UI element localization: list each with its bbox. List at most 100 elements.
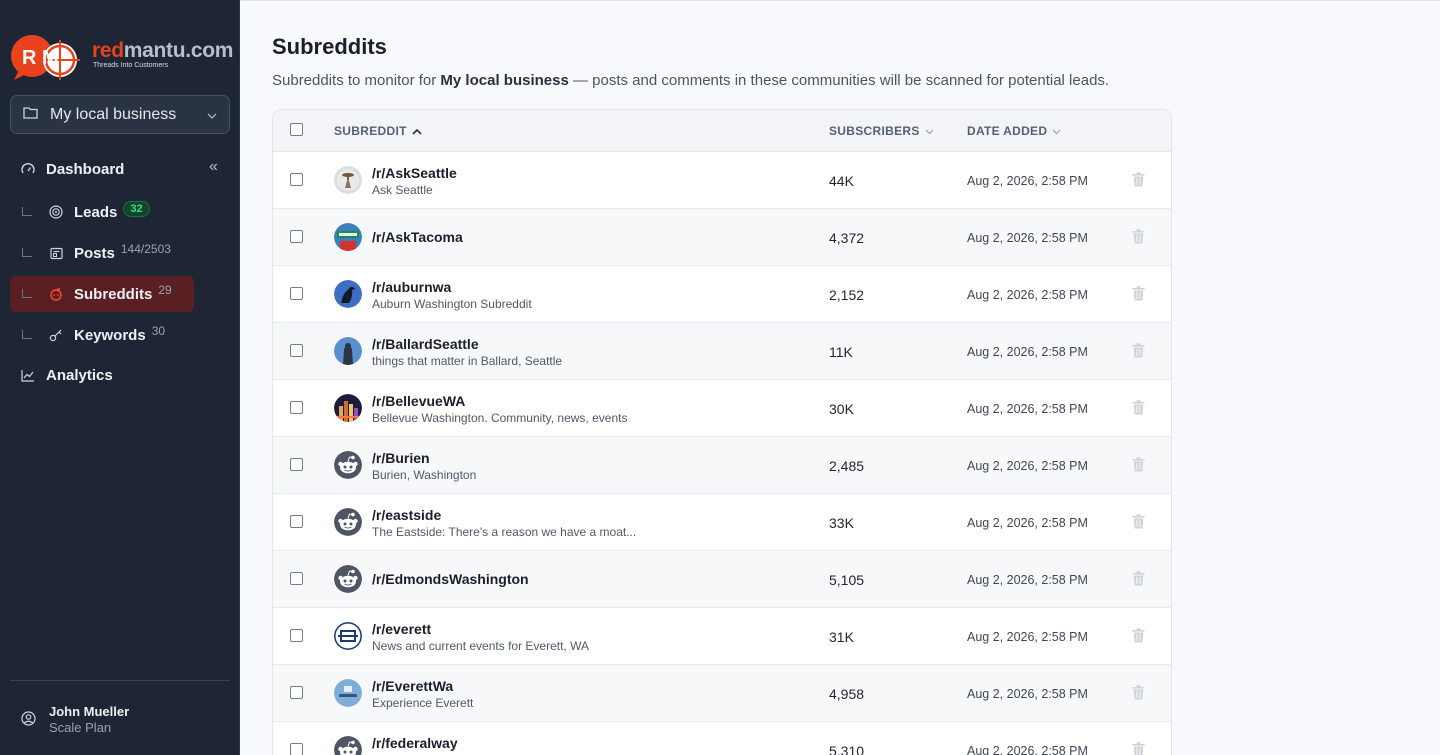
trash-icon[interactable] <box>1132 400 1146 416</box>
subreddits-table: SUBREDDIT SUBSCRIBERS DATE ADDED /r/As <box>272 109 1172 755</box>
row-checkbox[interactable] <box>290 629 303 642</box>
sort-icon <box>1052 124 1061 138</box>
select-all-checkbox[interactable] <box>290 123 303 136</box>
row-checkbox[interactable] <box>290 743 303 755</box>
subscriber-count: 31K <box>829 629 854 645</box>
subreddit-name[interactable]: /r/AskSeattle <box>372 165 457 181</box>
date-added: Aug 2, 2026, 2:58 PM <box>967 288 1088 302</box>
subreddit-name[interactable]: /r/auburnwa <box>372 279 452 295</box>
row-checkbox[interactable] <box>290 287 303 300</box>
row-checkbox[interactable] <box>290 401 303 414</box>
row-checkbox[interactable] <box>290 230 303 243</box>
subreddit-name[interactable]: /r/everett <box>372 621 432 637</box>
subreddit-avatar-everettwa <box>334 679 362 707</box>
table-row[interactable]: /r/federalway City of Federal Way 5,310 … <box>273 722 1171 755</box>
subscriber-count: 30K <box>829 401 854 417</box>
subscriber-count: 33K <box>829 515 854 531</box>
subreddits-count: 29 <box>158 283 172 297</box>
nav-dashboard-label: Dashboard <box>46 160 125 178</box>
subscriber-count: 2,485 <box>829 458 865 474</box>
table-row[interactable]: /r/BallardSeattle things that matter in … <box>273 323 1171 380</box>
subreddit-name[interactable]: /r/EverettWa <box>372 678 454 694</box>
trash-icon[interactable] <box>1132 229 1146 245</box>
nav-subreddits[interactable]: Subreddits 29 <box>10 276 194 312</box>
trash-icon[interactable] <box>1132 457 1146 473</box>
subreddit-name[interactable]: /r/federalway <box>372 735 458 751</box>
subreddit-avatar-reddit-icon <box>334 736 362 755</box>
date-added: Aug 2, 2026, 2:58 PM <box>967 402 1088 416</box>
date-added: Aug 2, 2026, 2:58 PM <box>967 516 1088 530</box>
column-header-date-added[interactable]: DATE ADDED <box>967 124 1061 138</box>
date-added: Aug 2, 2026, 2:58 PM <box>967 744 1088 755</box>
date-added: Aug 2, 2026, 2:58 PM <box>967 687 1088 701</box>
subreddit-name[interactable]: /r/eastside <box>372 507 442 523</box>
nav-dashboard[interactable]: Dashboard <box>10 151 194 187</box>
table-row[interactable]: /r/BellevueWA Bellevue Washington. Commu… <box>273 380 1171 437</box>
table-row[interactable]: /r/EdmondsWashington 5,105 Aug 2, 2026, … <box>273 551 1171 608</box>
subreddit-name[interactable]: /r/EdmondsWashington <box>372 571 529 587</box>
table-row[interactable]: /r/AskTacoma 4,372 Aug 2, 2026, 2:58 PM <box>273 209 1171 266</box>
trash-icon[interactable] <box>1132 514 1146 530</box>
collapse-sidebar-icon[interactable]: « <box>209 158 218 175</box>
subreddit-name[interactable]: /r/BellevueWA <box>372 393 466 409</box>
row-checkbox[interactable] <box>290 686 303 699</box>
subreddit-description: The Eastside: There's a reason we have a… <box>372 525 637 539</box>
subscriber-count: 2,152 <box>829 287 865 303</box>
subreddit-name[interactable]: /r/AskTacoma <box>372 229 463 245</box>
subreddit-avatar-needle <box>334 166 362 194</box>
subreddit-avatar-reddit-icon <box>334 565 362 593</box>
table-header: SUBREDDIT SUBSCRIBERS DATE ADDED <box>273 110 1171 152</box>
table-row[interactable]: /r/auburnwa Auburn Washington Subreddit … <box>273 266 1171 323</box>
row-checkbox[interactable] <box>290 344 303 357</box>
table-row[interactable]: /r/Burien Burien, Washington 2,485 Aug 2… <box>273 437 1171 494</box>
table-row[interactable]: /r/EverettWa Experience Everett 4,958 Au… <box>273 665 1171 722</box>
subreddit-name[interactable]: /r/Burien <box>372 450 430 466</box>
tree-connector <box>22 247 32 257</box>
subscriber-count: 4,958 <box>829 686 865 702</box>
page-title: Subreddits <box>272 34 387 59</box>
table-row[interactable]: /r/everett News and current events for E… <box>273 608 1171 665</box>
column-header-subscribers[interactable]: SUBSCRIBERS <box>829 124 934 138</box>
row-checkbox[interactable] <box>290 173 303 186</box>
subtitle-project-name: My local business <box>440 72 569 89</box>
table-row[interactable]: /r/eastside The Eastside: There's a reas… <box>273 494 1171 551</box>
table-row[interactable]: /r/AskSeattle Ask Seattle 44K Aug 2, 202… <box>273 152 1171 209</box>
nav-keywords[interactable]: Keywords 30 <box>10 317 194 353</box>
nav-posts-label: Posts <box>74 244 115 262</box>
row-checkbox[interactable] <box>290 572 303 585</box>
row-checkbox[interactable] <box>290 458 303 471</box>
date-added: Aug 2, 2026, 2:58 PM <box>967 345 1088 359</box>
app-logo[interactable]: R M redmantu.com Threads Into Customers <box>10 34 233 82</box>
main-content: Subreddits Subreddits to monitor for My … <box>240 0 1440 755</box>
row-checkbox[interactable] <box>290 515 303 528</box>
subscriber-count: 5,105 <box>829 572 865 588</box>
subreddit-description: Ask Seattle <box>372 183 433 197</box>
trash-icon[interactable] <box>1132 571 1146 587</box>
nav-keywords-label: Keywords <box>74 326 146 344</box>
gauge-icon <box>20 161 36 177</box>
nav-analytics[interactable]: Analytics <box>10 357 194 393</box>
trash-icon[interactable] <box>1132 742 1146 755</box>
date-added: Aug 2, 2026, 2:58 PM <box>967 573 1088 587</box>
trash-icon[interactable] <box>1132 286 1146 302</box>
sidebar: R M redmantu.com Threads Into Customers … <box>0 0 240 755</box>
nav-analytics-label: Analytics <box>46 366 113 384</box>
project-select[interactable]: My local business <box>10 95 230 134</box>
nav-posts[interactable]: Posts 144/2503 <box>10 235 194 271</box>
trash-icon[interactable] <box>1132 343 1146 359</box>
subreddit-name[interactable]: /r/BallardSeattle <box>372 336 479 352</box>
leads-count-badge: 32 <box>123 201 150 217</box>
trash-icon[interactable] <box>1132 628 1146 644</box>
nav-leads[interactable]: Leads 32 <box>10 194 194 230</box>
user-name: John Mueller <box>49 704 130 719</box>
column-label: SUBREDDIT <box>334 124 407 138</box>
logo-name-domain: mantu.com <box>123 39 234 62</box>
subreddit-avatar-bird <box>334 280 362 308</box>
subtitle-text: Subreddits to monitor for <box>272 72 441 89</box>
trash-icon[interactable] <box>1132 172 1146 188</box>
subreddit-avatar-everett <box>334 622 362 650</box>
column-header-subreddit[interactable]: SUBREDDIT <box>334 124 422 138</box>
subscriber-count: 44K <box>829 173 854 189</box>
user-menu[interactable]: John Mueller Scale Plan <box>21 704 129 735</box>
trash-icon[interactable] <box>1132 685 1146 701</box>
